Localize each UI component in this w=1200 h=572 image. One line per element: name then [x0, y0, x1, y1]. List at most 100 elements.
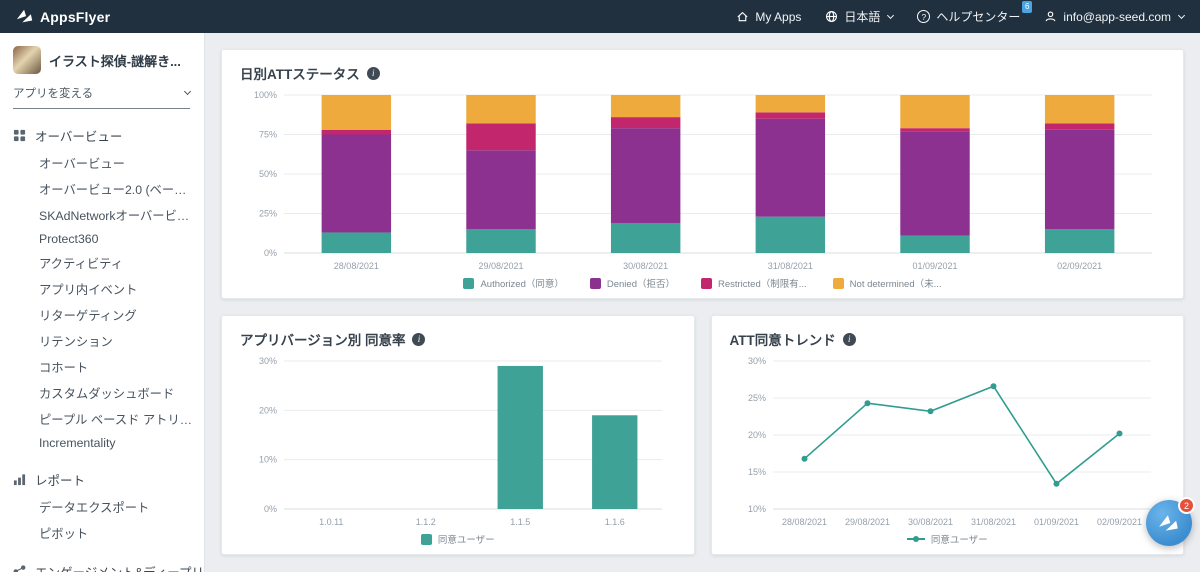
svg-text:10%: 10% — [748, 504, 766, 514]
user-icon — [1046, 11, 1056, 22]
app-name: イラスト探偵-謎解き... — [49, 53, 181, 69]
svg-text:31/08/2021: 31/08/2021 — [971, 517, 1016, 527]
current-app-header: イラスト探偵-謎解き... — [13, 46, 204, 74]
svg-text:29/08/2021: 29/08/2021 — [845, 517, 890, 527]
legend-swatch — [589, 277, 601, 289]
svg-text:100%: 100% — [253, 90, 276, 100]
nav-language-selector[interactable]: 日本語 — [825, 8, 895, 25]
app-icon — [13, 46, 41, 74]
notification-badge: 6 — [1021, 1, 1033, 13]
nav-item-label: info@app-seed.com — [1063, 9, 1171, 24]
sidebar-item[interactable]: リターゲティング — [39, 309, 137, 323]
bottom-cards-row: アプリバージョン別 同意率 0% 10% 20% 30% 1.0.11 1.1.2 1.1.… — [221, 315, 1184, 555]
svg-text:31/08/2021: 31/08/2021 — [767, 261, 812, 271]
chevron-down-icon — [887, 11, 895, 19]
svg-text:28/08/2021: 28/08/2021 — [333, 261, 378, 271]
legend-item[interactable]: Not determined（未... — [832, 276, 942, 290]
info-icon[interactable] — [842, 332, 856, 346]
svg-text:30/08/2021: 30/08/2021 — [908, 517, 953, 527]
svg-text:0%: 0% — [263, 248, 276, 258]
svg-text:25%: 25% — [748, 393, 766, 403]
svg-text:0%: 0% — [264, 504, 277, 514]
sidebar-item[interactable]: ピボット — [39, 527, 89, 541]
legend-label: Not determined（未... — [849, 279, 942, 290]
nav-help-center[interactable]: ヘルプセンター 6 — [917, 1, 1033, 25]
consent-rate-chart[interactable]: 0% 10% 20% 30% 1.0.11 1.1.2 1.1.5 1.1.6 — [240, 351, 676, 531]
brand-name: AppsFlyer — [40, 8, 111, 25]
sidebar-item[interactable]: ピープル ベースド アトリビューション — [39, 413, 204, 427]
nav-my-apps[interactable]: My Apps — [736, 10, 801, 24]
menu-items-reports: データエクスポート ピボット — [13, 494, 204, 546]
svg-text:29/08/2021: 29/08/2021 — [478, 261, 523, 271]
section-label: オーバービュー — [35, 130, 123, 144]
svg-text:1.0.11: 1.0.11 — [319, 517, 343, 527]
chart-legend: Authorized（同意） Denied（拒否） Restricted（制限有..… — [222, 275, 1183, 298]
svg-text:02/09/2021: 02/09/2021 — [1097, 517, 1142, 527]
nav-item-label: ヘルプセンター — [936, 10, 1021, 24]
sidebar-item[interactable]: Protect360 — [39, 232, 99, 246]
sidebar-item[interactable]: SKAdNetworkオーバービュー — [39, 209, 202, 223]
svg-text:20%: 20% — [748, 430, 766, 440]
svg-text:1.1.5: 1.1.5 — [510, 517, 530, 527]
card-daily-att-status: 日別ATTステータス 0% 25% 50% 75% 100% 28/08/2021 29/0… — [221, 49, 1184, 299]
svg-text:25%: 25% — [258, 209, 276, 219]
sidebar-item[interactable]: Incrementality — [39, 436, 116, 450]
home-icon — [737, 11, 748, 22]
sidebar-section-reports[interactable]: レポート — [13, 465, 204, 494]
att-consent-trend-chart[interactable]: 10% 15% 20% 25% 30% 28/08/2021 29/08/2021 30/08… — [729, 351, 1165, 531]
svg-text:01/09/2021: 01/09/2021 — [912, 261, 957, 271]
legend-dot — [912, 536, 919, 542]
menu-section-engagement: エンゲージメント&ディープリンク OneLink カスタムリンクブランドリンク — [13, 557, 204, 572]
card-att-consent-trend: ATT同意トレンド 10% 15% 20% 25% 30% 28/08/2021 29/08… — [710, 315, 1184, 555]
card-title: ATT同意トレンド — [729, 333, 836, 348]
card-title-row: 日別ATTステータス — [222, 50, 1183, 85]
info-icon[interactable] — [366, 66, 380, 80]
chart-legend: 同意ユーザー — [222, 531, 694, 554]
legend-label: 同意ユーザー — [437, 535, 495, 546]
daily-att-status-chart[interactable]: 0% 25% 50% 75% 100% 28/08/2021 29/08/2021 30/08… — [240, 85, 1166, 275]
svg-text:1.1.2: 1.1.2 — [415, 517, 435, 527]
svg-text:28/08/2021: 28/08/2021 — [782, 517, 827, 527]
sidebar-item[interactable]: アプリ内イベント — [39, 283, 138, 297]
sidebar-menu: オーバービュー オーバービューオーバービュー2.0 (ベータ版) SKAdNetw… — [13, 121, 204, 572]
svg-text:1.1.6: 1.1.6 — [604, 517, 624, 527]
sidebar-item[interactable]: カスタムダッシュボード — [39, 387, 175, 401]
section-label: レポート — [35, 474, 86, 488]
menu-section-overview: オーバービュー オーバービューオーバービュー2.0 (ベータ版) SKAdNetw… — [13, 121, 204, 454]
legend-item[interactable]: 同意ユーザー — [420, 532, 495, 546]
sidebar-item[interactable]: コホート — [39, 361, 89, 375]
sidebar-item[interactable]: データエクスポート — [39, 501, 150, 515]
sidebar-item[interactable]: アクティビティ — [39, 257, 123, 271]
chat-bird-icon — [1159, 514, 1178, 531]
legend-label: Restricted（制限有... — [717, 279, 807, 290]
legend-item[interactable]: Restricted（制限有... — [700, 276, 807, 290]
svg-text:10%: 10% — [259, 455, 277, 465]
chat-widget-button[interactable]: 2 — [1146, 497, 1195, 546]
legend-label: 同意ユーザー — [930, 535, 988, 546]
legend-label: Authorized（同意） — [480, 279, 564, 290]
legend-swatch — [700, 277, 712, 289]
sidebar: イラスト探偵-謎解き... アプリを変える オーバービュー オーバービュー オーバ… — [0, 33, 205, 572]
sidebar-item[interactable]: リテンション — [39, 335, 113, 349]
appsflyer-bird-icon — [16, 9, 33, 23]
legend-swatch — [906, 536, 925, 542]
chevron-down-icon — [1177, 11, 1186, 19]
change-app-label: アプリを変える — [13, 88, 94, 100]
info-icon[interactable] — [412, 332, 426, 346]
menu-items-overview: オーバービューオーバービュー2.0 (ベータ版) SKAdNetworkオーバービ… — [13, 150, 204, 454]
change-app-selector[interactable]: アプリを変える — [13, 85, 192, 109]
sidebar-section-engagement[interactable]: エンゲージメント&ディープリンク — [13, 557, 204, 572]
svg-text:01/09/2021: 01/09/2021 — [1034, 517, 1079, 527]
legend-item[interactable]: 同意ユーザー — [906, 532, 988, 546]
help-icon — [917, 10, 931, 23]
sidebar-item[interactable]: オーバービュー — [39, 157, 125, 171]
legend-swatch — [420, 533, 432, 545]
legend-item[interactable]: Authorized（同意） — [463, 276, 564, 290]
navbar-menu: My Apps 日本語 ヘルプセンター 6 info@app-seed.com — [736, 1, 1186, 25]
legend-label: Denied（拒否） — [606, 279, 675, 290]
appsflyer-logo[interactable]: AppsFlyer — [16, 9, 110, 25]
sidebar-section-overview[interactable]: オーバービュー — [13, 121, 204, 150]
legend-item[interactable]: Denied（拒否） — [589, 276, 675, 290]
nav-account[interactable]: info@app-seed.com — [1044, 9, 1186, 24]
sidebar-item[interactable]: オーバービュー2.0 (ベータ版) — [39, 183, 203, 197]
